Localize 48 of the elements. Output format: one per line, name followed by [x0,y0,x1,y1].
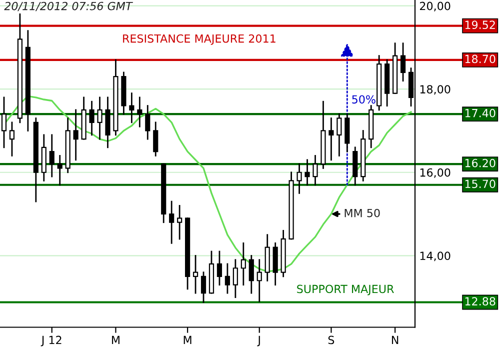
candlestick [9,122,15,156]
candlestick [57,155,62,186]
x-tick-label: N [392,336,398,344]
candlestick [129,92,134,124]
candlestick [224,263,230,294]
y-tick-label: 16,00 [420,168,450,178]
candlestick [200,272,206,303]
y-tick-label: 14,00 [420,252,450,262]
ref-line-label: 15.70 [465,180,496,188]
x-tick-label: J [257,336,260,346]
candlestick [216,250,222,286]
candlestick [1,96,7,148]
candlestick [137,96,142,128]
x-tick-label: M [112,336,120,344]
ref-line-label: 12.88 [465,297,496,306]
x-tick-label: M [184,336,192,344]
ref-line-label: 16.20 [465,158,496,168]
candlestick [177,204,182,240]
annotation: 50% [352,95,376,104]
candlestick [256,259,262,302]
series-label: MM 50 [344,208,380,218]
candlestick [328,118,334,161]
x-tick-label: S [328,336,334,344]
ref-line-label: 19.52 [465,20,495,30]
ref-line-label: 18.70 [465,54,496,64]
y-tick-label: 18,00 [420,85,450,95]
candlestick [192,254,198,294]
annotation: RESISTANCE MAJEURE 2011 [123,34,276,45]
candlestick [312,155,318,186]
candlestick [97,96,102,140]
candlestick [296,163,302,194]
x-tick-label: J 12 [40,336,62,346]
ref-line-label: 17.40 [465,108,496,118]
candlestick [89,100,94,136]
annotation: 20/11/2012 07:56 GMT [4,2,133,12]
candlestick [169,200,174,244]
candlestick [49,134,54,178]
candlestick [240,242,246,286]
candlestick [232,259,238,298]
candlestick [248,254,254,294]
y-tick-label: 20,00 [420,2,450,12]
annotation: SUPPORT MAJEUR [297,284,394,296]
candlestick [153,122,158,156]
candlestick [145,105,150,140]
candlestick [73,109,78,161]
candlestick [304,159,310,186]
candlestick [336,113,342,156]
candlestick [400,42,406,82]
